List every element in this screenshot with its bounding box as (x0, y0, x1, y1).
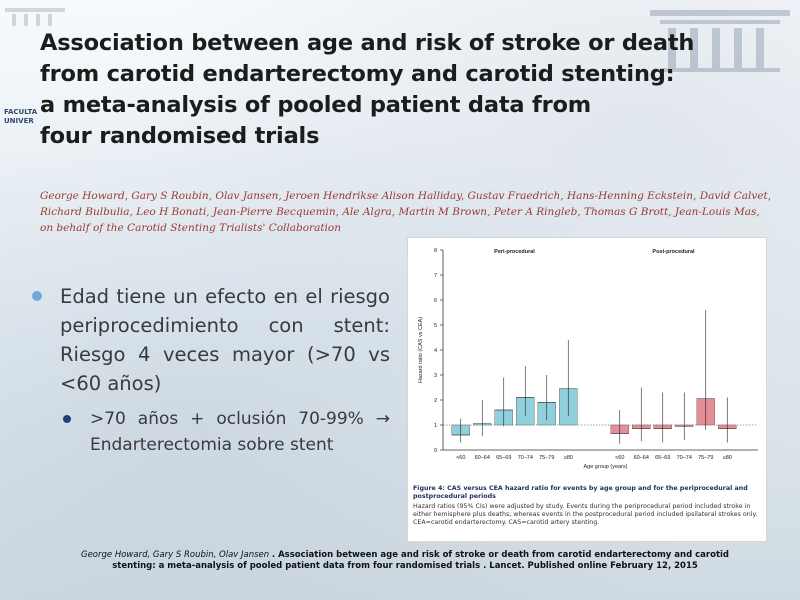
slide-title: Association between age and risk of stro… (40, 28, 710, 152)
hazard-ratio-chart: 0 1 2 3 4 5 6 7 8 Hazard ratio (CAS vs CEA) Peri-p… (418, 248, 758, 470)
y-tick-label: 2 (434, 398, 437, 404)
x-tick-label: 65–69 (496, 455, 511, 461)
figure-box: 0 1 2 3 4 5 6 7 8 Hazard ratio (CAS vs CEA) Peri-p… (407, 237, 767, 542)
faculty-label-line-1: FACULTA (4, 108, 38, 116)
bullet-main-text: Edad tiene un efecto en el riesgo peripr… (60, 285, 390, 395)
x-axis-label: Age group (years) (583, 464, 627, 470)
x-tick-label: 60–64 (634, 455, 649, 461)
y-tick-label: 7 (434, 273, 437, 279)
x-tick-label: <60 (456, 455, 465, 461)
y-tick-label: 6 (434, 298, 437, 304)
y-tick-label: 0 (434, 448, 437, 454)
university-building-logo (650, 10, 790, 72)
y-axis-label: Hazard ratio (CAS vs CEA) (418, 317, 424, 383)
footer-authors: George Howard, Gary S Roubin, Olav Janse… (80, 550, 270, 560)
y-tick-label: 8 (434, 248, 437, 254)
footer-reference: George Howard, Gary S Roubin, Olav Janse… (60, 550, 750, 572)
bullet-sub-text: >70 años + oclusión 70-99% → Endarterect… (90, 409, 390, 455)
y-tick-label: 1 (434, 423, 437, 429)
x-tick-label: 70–74 (677, 455, 692, 461)
author-line-3: on behalf of the Carotid Stenting Triali… (40, 222, 341, 234)
x-tick-label: <60 (615, 455, 624, 461)
title-line-2: from carotid endarterectomy and carotid … (40, 61, 675, 87)
x-tick-label: ≥80 (723, 455, 732, 461)
faculty-label: FACULTA UNIVER (4, 108, 44, 126)
author-list: George Howard, Gary S Roubin, Olav Janse… (40, 188, 772, 236)
x-tick-label: 70–74 (518, 455, 533, 461)
bullet-dot-icon (32, 291, 42, 301)
title-line-3: a meta-analysis of pooled patient data f… (40, 92, 591, 118)
footer-title: . Association between age and risk of st… (112, 550, 730, 571)
bullet-sub: >70 años + oclusión 70-99% → Endarterect… (30, 406, 390, 458)
series-label: Peri-procedural (494, 249, 535, 255)
figure-caption: Figure 4: CAS versus CEA hazard ratio fo… (413, 485, 763, 527)
title-line-4: four randomised trials (40, 123, 320, 149)
y-tick-label: 3 (434, 373, 437, 379)
x-tick-label: 75–79 (539, 455, 554, 461)
x-tick-label: ≥80 (564, 455, 573, 461)
author-line-2: Richard Bulbulia, Leo H Bonati, Jean-Pie… (40, 206, 760, 218)
bullet-main: Edad tiene un efecto en el riesgo peripr… (30, 282, 390, 398)
title-line-1: Association between age and risk of stro… (40, 30, 695, 56)
faculty-label-line-2: UNIVER (4, 117, 34, 125)
caption-body: Hazard ratios (95% CIs) were adjusted by… (413, 502, 758, 527)
university-logo-left (5, 8, 65, 26)
sub-bullet-dot-icon (63, 415, 71, 423)
y-tick-label: 5 (434, 323, 437, 329)
x-tick-label: 60–64 (475, 455, 490, 461)
x-tick-label: 65–69 (655, 455, 670, 461)
y-tick-label: 4 (434, 348, 437, 354)
caption-title: Figure 4: CAS versus CEA hazard ratio fo… (413, 485, 748, 501)
bullet-list: Edad tiene un efecto en el riesgo peripr… (30, 282, 390, 458)
x-tick-label: 75–79 (698, 455, 713, 461)
series-label: Post-procedural (652, 249, 695, 255)
author-line-1: George Howard, Gary S Roubin, Olav Janse… (40, 190, 772, 202)
